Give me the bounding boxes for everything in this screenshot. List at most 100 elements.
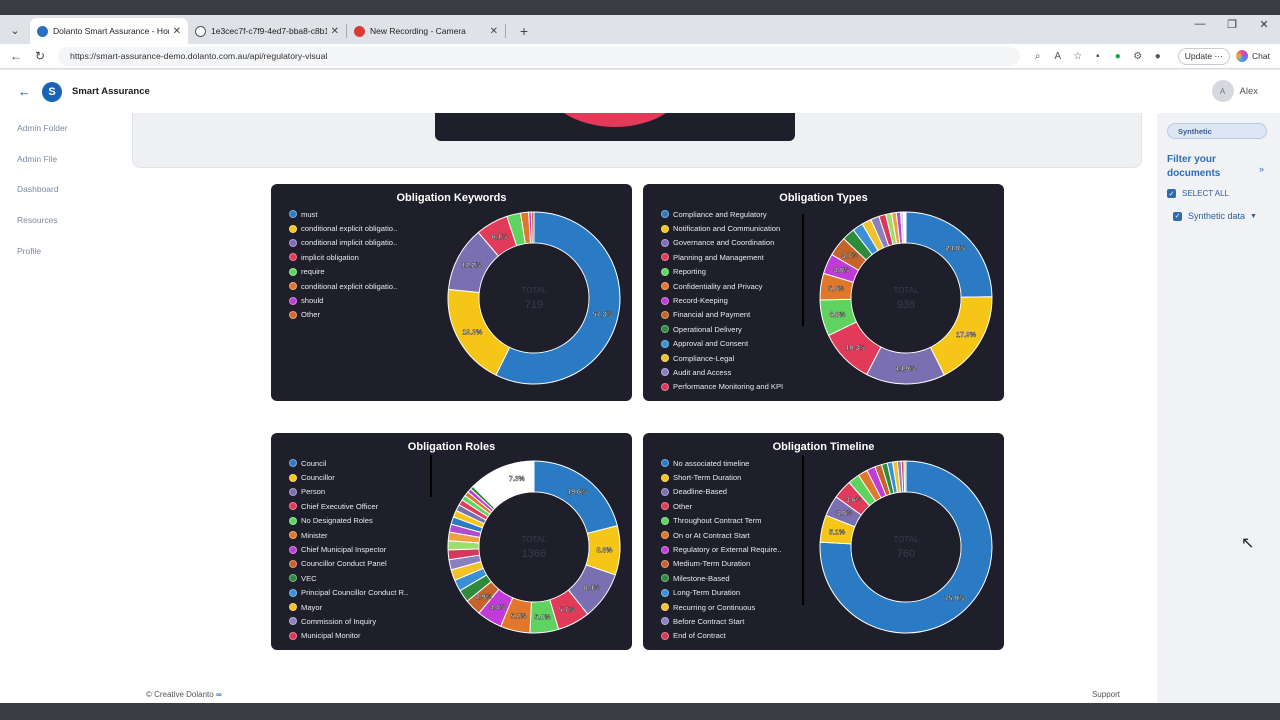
legend-item[interactable]: Record-Keeping (661, 293, 801, 307)
reload-icon[interactable]: ↻ (34, 49, 46, 63)
legend-label: conditional implicit obligatio.. (301, 238, 398, 248)
sidebar-item-profile[interactable]: Profile (17, 245, 42, 256)
legend-item[interactable]: Short-Term Duration (661, 470, 801, 484)
legend-item[interactable]: Recurring or Continuous (661, 600, 801, 614)
legend-item[interactable]: End of Contract (661, 629, 801, 643)
user-initial: A (1219, 86, 1226, 96)
close-window-icon[interactable]: ✕ (1259, 19, 1269, 31)
legend-scrollbar[interactable] (802, 214, 804, 326)
support-link[interactable]: Support (1091, 690, 1120, 699)
legend-item[interactable]: conditional implicit obligatio.. (289, 236, 429, 250)
restore-icon[interactable]: ❐ (1227, 19, 1237, 31)
legend-item[interactable]: Throughout Contract Term (661, 514, 801, 528)
legend-item[interactable]: implicit obligation (289, 250, 429, 264)
legend-item[interactable]: require (289, 265, 429, 279)
back-arrow-icon[interactable]: ← (18, 84, 31, 99)
synthetic-data-checkbox[interactable]: ✓ Synthetic data ▼ (1173, 211, 1280, 221)
sidebar-item-admin-file[interactable]: Admin File (17, 153, 58, 164)
sidebar-item-admin-folder[interactable]: Admin Folder (17, 123, 68, 134)
legend-item[interactable]: Compliance and Regulatory (661, 207, 801, 221)
legend-item[interactable]: Financial and Payment (661, 308, 801, 322)
legend-item[interactable]: Mayor (289, 600, 429, 614)
legend-item[interactable]: Compliance-Legal (661, 351, 801, 365)
copilot-chat-button[interactable]: Chat (1236, 50, 1270, 62)
read-aloud-icon[interactable]: A (1054, 50, 1062, 62)
legend-item[interactable]: Long-Term Duration (661, 586, 801, 600)
legend-item[interactable]: Municipal Monitor (289, 629, 429, 643)
legend-item[interactable]: Councillor Conduct Panel (289, 557, 429, 571)
extensions-icon[interactable]: ⚙ (1133, 50, 1143, 62)
profile-icon[interactable]: ● (1154, 50, 1161, 62)
legend-item[interactable]: Milestone-Based (661, 571, 801, 585)
legend-item[interactable]: Minister (289, 528, 429, 542)
grammarly-icon[interactable]: ● (1114, 50, 1121, 62)
legend-item[interactable]: On or At Contract Start (661, 528, 801, 542)
legend-item[interactable]: Operational Delivery (661, 322, 801, 336)
checkbox-icon[interactable]: ✓ (1173, 211, 1182, 221)
zoom-icon[interactable]: ⌕ (1034, 50, 1041, 62)
legend-item[interactable]: Council (289, 456, 429, 470)
legend-item[interactable]: must (289, 207, 429, 221)
sidebar-item-dashboard[interactable]: Dashboard (17, 184, 59, 195)
extension-icon[interactable]: ▪ (1095, 50, 1100, 62)
legend-item[interactable]: No Designated Roles (289, 514, 429, 528)
chevron-right-icon[interactable]: » (1259, 164, 1265, 174)
legend-item[interactable]: Deadline-Based (661, 485, 801, 499)
legend-item[interactable]: Performance Monitoring and KPI (661, 380, 801, 394)
minimize-icon[interactable]: — (1194, 18, 1206, 30)
legend-scrollbar[interactable] (802, 455, 804, 605)
legend-item[interactable]: Audit and Access (661, 365, 801, 379)
total-value: 1366 (522, 548, 546, 560)
new-tab-button[interactable]: + (519, 23, 529, 39)
tab-list-button[interactable]: ⌄ (10, 24, 20, 37)
favorite-icon[interactable]: ☆ (1073, 50, 1083, 62)
legend-item[interactable]: VEC (289, 571, 429, 585)
donut-slice[interactable] (819, 460, 993, 634)
browser-tab-file[interactable]: 1e3cec7f-c7f9-4ed7-bba8-c8b172 ✕ (188, 18, 346, 44)
select-all-checkbox[interactable]: ✓ SELECT ALL (1167, 189, 1280, 198)
legend-item[interactable]: should (289, 293, 429, 307)
legend-item[interactable]: Reporting (661, 265, 801, 279)
legend-item[interactable]: Before Contract Start (661, 614, 801, 628)
legend-item[interactable]: Governance and Coordination (661, 236, 801, 250)
url-field[interactable]: https://smart-assurance-demo.dolanto.com… (58, 46, 1020, 66)
legend-swatch (661, 617, 669, 626)
legend-item[interactable]: Other (289, 308, 429, 322)
tab-close-icon[interactable]: ✕ (330, 25, 339, 37)
sidebar-item-resources[interactable]: Resources (17, 215, 58, 226)
browser-tab-camera[interactable]: New Recording - Camera ✕ (347, 18, 505, 44)
back-icon[interactable]: ← (10, 49, 22, 63)
legend-item[interactable]: Confidentiality and Privacy (661, 279, 801, 293)
tab-title: 1e3cec7f-c7f9-4ed7-bba8-c8b172 (211, 26, 327, 36)
legend-scrollbar[interactable] (430, 455, 432, 497)
legend-item[interactable]: conditional explicit obligatio.. (289, 279, 429, 293)
legend-item[interactable]: Medium-Term Duration (661, 557, 801, 571)
legend-item[interactable]: Approval and Consent (661, 337, 801, 351)
user-menu[interactable]: A Alex (1211, 80, 1258, 102)
synthetic-chip[interactable]: Synthetic (1167, 123, 1267, 139)
legend-item[interactable]: conditional explicit obligatio.. (289, 221, 429, 235)
donut-slice[interactable] (903, 460, 907, 493)
legend-item[interactable]: Other (661, 499, 801, 513)
caret-down-icon[interactable]: ▼ (1250, 212, 1257, 220)
donut-slice[interactable] (530, 211, 535, 244)
donut-slice[interactable] (495, 211, 621, 385)
legend-item[interactable]: Regulatory or External Require.. (661, 542, 801, 556)
legend-item[interactable]: Principal Councillor Conduct R.. (289, 586, 429, 600)
legend-item[interactable]: Chief Municipal Inspector (289, 542, 429, 556)
legend-item[interactable]: Commission of Inquiry (289, 614, 429, 628)
legend-item[interactable]: Councillor (289, 470, 429, 484)
legend-item[interactable]: No associated timeline (661, 456, 801, 470)
legend-item[interactable]: Person (289, 485, 429, 499)
legend-item[interactable]: Planning and Management (661, 250, 801, 264)
donut-slice[interactable] (492, 460, 535, 500)
update-button[interactable]: Update ⋯ (1177, 47, 1231, 65)
browser-tab-home[interactable]: Dolanto Smart Assurance - Home ✕ (30, 18, 188, 44)
tab-close-icon[interactable]: ✕ (172, 25, 181, 37)
legend-item[interactable]: Chief Executive Officer (289, 499, 429, 513)
donut-slice[interactable] (902, 211, 907, 244)
tab-close-icon[interactable]: ✕ (489, 25, 498, 37)
legend-label: Councillor Conduct Panel (301, 559, 387, 569)
legend-item[interactable]: Notification and Communication (661, 221, 801, 235)
checkbox-icon[interactable]: ✓ (1167, 189, 1176, 198)
